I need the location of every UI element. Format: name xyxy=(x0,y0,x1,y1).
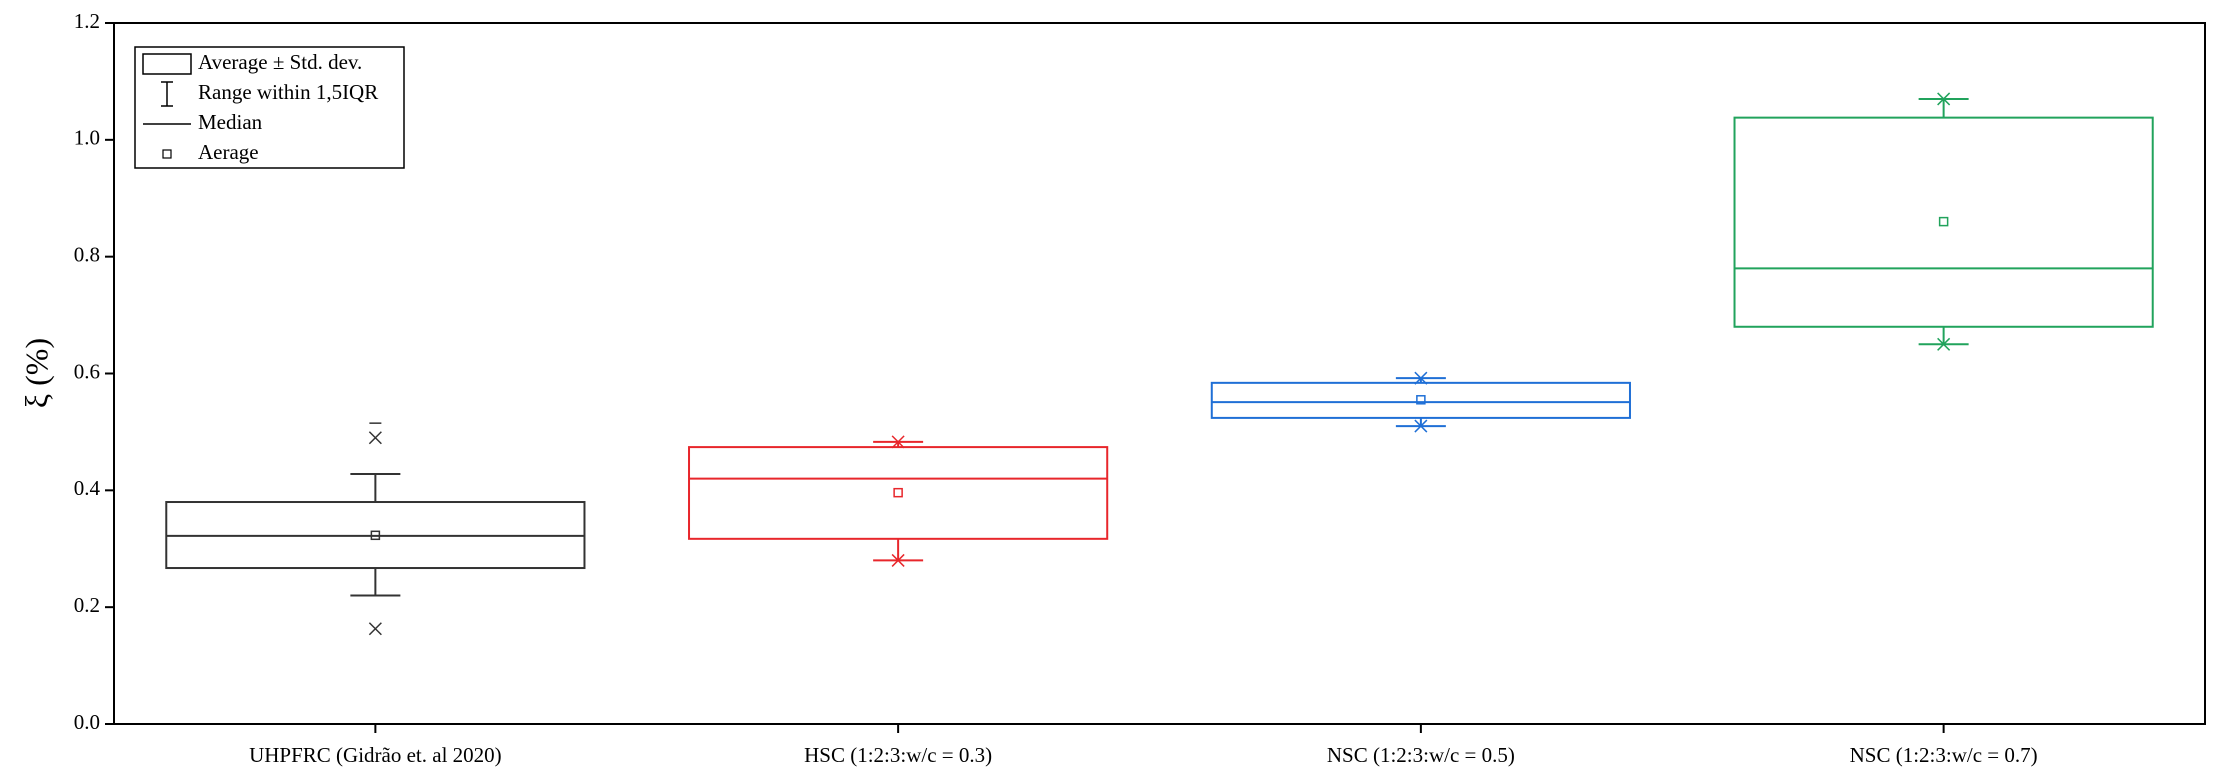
legend-symbol xyxy=(161,81,173,107)
x-tick-label: UHPFRC (Gidrão et. al 2020) xyxy=(249,743,502,767)
y-tick-label: 1.2 xyxy=(74,9,100,33)
extreme-marker xyxy=(1937,337,1951,351)
extreme-marker xyxy=(1414,371,1428,385)
plot-frame xyxy=(113,22,2206,725)
y-axis-label: ξ (%) xyxy=(18,338,54,408)
mean xyxy=(370,530,381,541)
legend-frame xyxy=(134,46,405,169)
extreme-marker xyxy=(1414,419,1428,433)
legend-symbol xyxy=(162,149,172,159)
y-tick-label: 0.6 xyxy=(74,359,100,383)
y-tick-label: 0.2 xyxy=(74,593,100,617)
y-tick-label: 1.0 xyxy=(74,126,100,150)
extreme-marker xyxy=(368,622,382,636)
x-tick-label: NSC (1:2:3:w/c = 0.5) xyxy=(1327,743,1515,767)
y-tick-label: 0.4 xyxy=(74,476,101,500)
box xyxy=(1210,381,1631,419)
mean xyxy=(1416,395,1426,405)
box xyxy=(1733,116,2154,328)
y-tick-label: 0.8 xyxy=(74,242,100,266)
extreme-marker xyxy=(891,435,905,449)
extreme-marker xyxy=(1937,92,1951,106)
x-tick-label: NSC (1:2:3:w/c = 0.7) xyxy=(1850,743,2038,767)
legend-label: Aerage xyxy=(198,140,259,164)
legend-label: Range within 1,5IQR xyxy=(198,80,378,104)
legend-label: Median xyxy=(198,110,263,134)
mean xyxy=(893,487,903,498)
legend-symbol xyxy=(142,53,192,75)
extreme-marker xyxy=(891,553,905,567)
y-tick-label: 0.0 xyxy=(74,710,100,734)
mean xyxy=(1938,216,1949,227)
legend-label: Average ± Std. dev. xyxy=(198,50,362,74)
box xyxy=(688,446,1109,540)
x-tick-label: HSC (1:2:3:w/c = 0.3) xyxy=(804,743,992,767)
extreme-marker xyxy=(368,431,382,445)
